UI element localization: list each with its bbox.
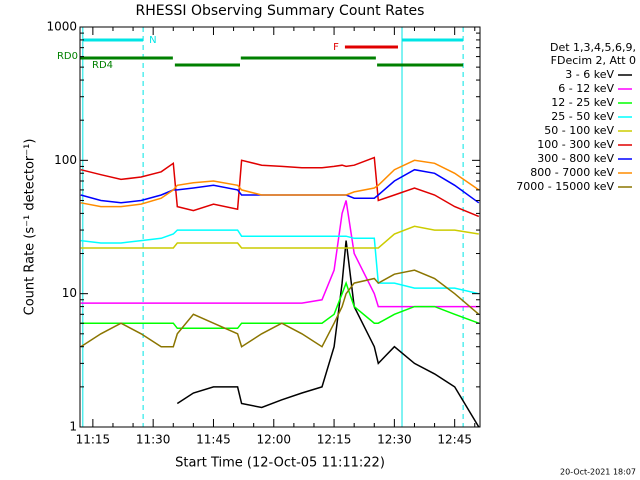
y-axis-label: Count Rate (s⁻¹ detector⁻¹) [23,139,38,316]
legend-header: Det 1,3,4,5,6,9, [550,41,636,54]
chart-title: RHESSI Observing Summary Count Rates [136,3,425,19]
flag-label: F [333,42,339,53]
series-line [80,159,480,208]
legend-label: 7000 - 15000 keV [516,180,614,193]
plot-frame [79,26,481,428]
x-tick-label: 12:00 [256,433,291,447]
x-tick-label: 12:15 [317,433,352,447]
x-tick-label: 11:15 [76,433,111,447]
legend-label: 800 - 7000 keV [530,166,614,179]
y-tick-label: 1 [69,420,77,434]
flag-label: RD4 [92,60,113,71]
x-tick-label: 11:30 [136,433,171,447]
y-tick-label: 10 [62,286,77,300]
flag-label: N [149,35,156,46]
series-line [80,229,479,295]
legend-label: 100 - 300 keV [537,138,614,151]
legend-label: 6 - 12 keV [558,82,614,95]
legend-header: FDecim 2, Att 0 [551,54,636,67]
x-tick-label: 12:45 [437,433,472,447]
series-line [80,280,480,330]
series-line [80,200,479,308]
flag-label: RD0 [57,51,78,62]
series-line [80,156,480,218]
legend-label: 3 - 6 keV [565,68,614,81]
legend-label: 25 - 50 keV [551,110,614,123]
y-tick-label: 100 [54,153,77,167]
x-tick-label: 12:30 [377,433,412,447]
legend-label: 12 - 25 keV [551,96,614,109]
x-tick-label: 11:45 [196,433,231,447]
legend-label: 50 - 100 keV [544,124,614,137]
legend-label: 300 - 800 keV [537,152,614,165]
series-line [80,269,480,348]
y-tick-label: 1000 [46,20,77,34]
footer-date: 20-Oct-2021 18:07 [560,468,636,477]
series-line [80,225,479,249]
x-axis-label: Start Time (12-Oct-05 11:11:22) [175,456,385,471]
